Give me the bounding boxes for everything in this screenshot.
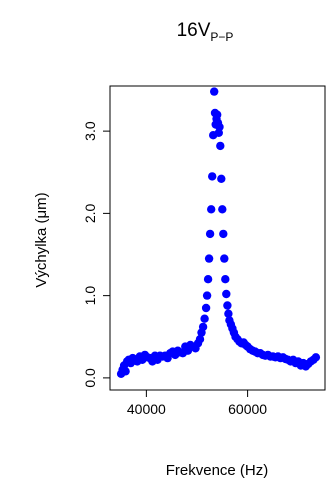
- data-point: [207, 205, 216, 214]
- data-point: [217, 174, 226, 183]
- data-point: [204, 254, 214, 263]
- data-point: [121, 367, 130, 376]
- data-point: [210, 87, 219, 96]
- data-point: [218, 205, 227, 214]
- data-point: [222, 289, 231, 299]
- data-point: [198, 322, 208, 332]
- y-axis-label: Výchylka (μm): [33, 192, 50, 287]
- y-tick-label: 0.0: [82, 368, 98, 388]
- data-point: [221, 275, 230, 284]
- data-point: [216, 141, 225, 151]
- data-point: [215, 122, 224, 132]
- x-tick-label: 60000: [228, 401, 267, 417]
- data-point: [205, 229, 215, 239]
- data-points: [116, 87, 321, 378]
- data-point: [219, 229, 228, 239]
- x-axis: 40000 60000: [127, 390, 267, 417]
- chart-title: 16VP−P: [177, 20, 234, 44]
- data-point: [195, 335, 205, 344]
- data-point: [311, 353, 321, 362]
- data-point: [213, 110, 222, 119]
- chart-title-subscript: P−P: [210, 30, 233, 44]
- data-point: [224, 309, 233, 318]
- data-point: [200, 314, 209, 323]
- y-tick-label: 2.0: [82, 203, 98, 223]
- data-point: [202, 291, 212, 300]
- y-tick-label: 3.0: [82, 121, 98, 141]
- data-point: [208, 172, 217, 181]
- data-point: [203, 275, 213, 284]
- chart-title-main: 16V: [177, 20, 211, 41]
- x-tick-label: 40000: [127, 401, 166, 417]
- data-point: [220, 254, 229, 263]
- data-point: [223, 301, 232, 310]
- x-axis-label: Frekvence (Hz): [166, 462, 269, 479]
- y-axis: 0.0 1.0 2.0 3.0: [82, 121, 110, 388]
- plot-frame: [109, 85, 326, 391]
- data-point: [201, 303, 211, 313]
- y-tick-label: 1.0: [82, 286, 98, 306]
